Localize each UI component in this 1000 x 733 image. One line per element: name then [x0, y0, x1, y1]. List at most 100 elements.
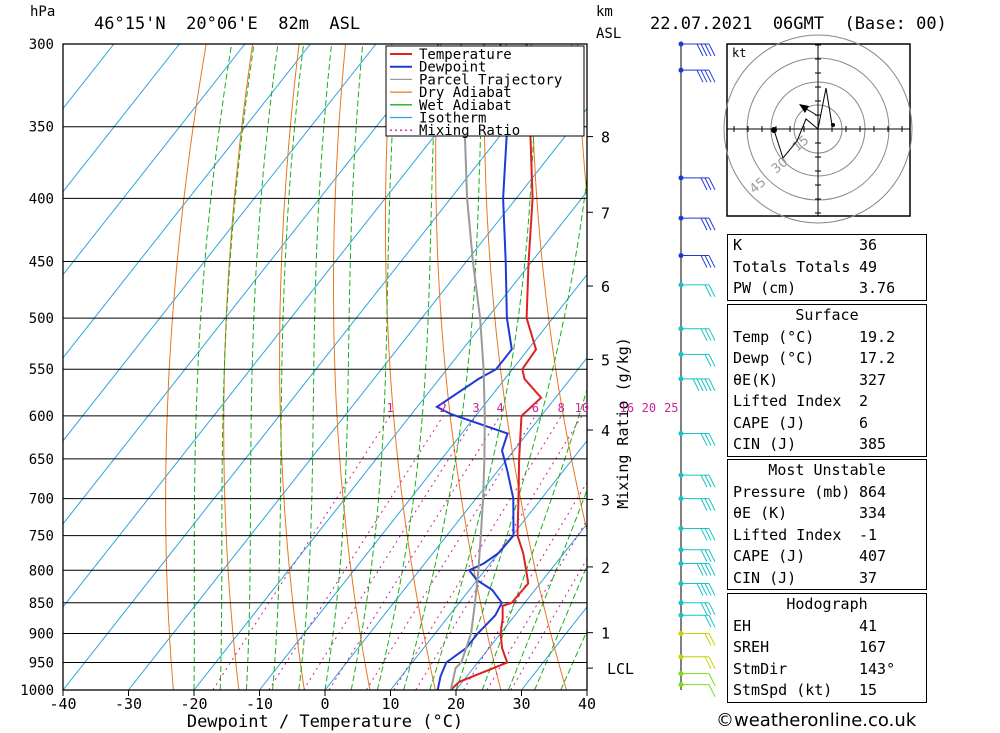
km-tick-label: 8 [601, 129, 610, 147]
wind-barb [681, 632, 716, 646]
wind-barb-feather [708, 474, 716, 488]
hodograph-stats-row: SREH 167 [728, 637, 926, 659]
index-row-totals: Totals Totals 49 [733, 257, 878, 276]
pressure-tick-label: 450 [29, 255, 54, 271]
lcl-label: LCL [607, 660, 634, 678]
wind-barb-feather [708, 583, 716, 596]
wind-barb [681, 353, 716, 367]
hodograph-stats-table: Hodograph EH 41 SREH 167 StmDir 143° StmSpd (k… [727, 593, 927, 703]
wind-barb-feather [708, 433, 716, 446]
pressure-tick-label: 600 [29, 409, 54, 425]
mixing-ratio-label: 4 [497, 401, 504, 415]
wind-barb-feather [708, 528, 716, 541]
isotherm-line [63, 44, 377, 442]
isotherm-line [324, 356, 587, 690]
wind-barb-feather [700, 474, 708, 488]
wind-barb [681, 563, 716, 576]
isotherm-line [193, 190, 587, 690]
most-unstable-row-label: Pressure (mb) [733, 482, 851, 501]
wind-barb-feather [708, 656, 716, 670]
isotherm-line [63, 44, 573, 690]
wind-barb-feather [700, 583, 708, 596]
wind-barb [681, 474, 716, 488]
isotherm-line [455, 523, 587, 690]
wind-barb-feather [708, 43, 716, 57]
pressure-tick-label: 900 [29, 626, 54, 642]
surface-row-label: Lifted Index [733, 392, 842, 410]
wind-barb-feather [704, 43, 712, 57]
wind-barb [681, 527, 716, 541]
wind-barb [681, 656, 716, 670]
km-tick-label: 3 [601, 491, 610, 509]
most-unstable-row: Pressure (mb) 864 [728, 482, 926, 504]
isotherm-line [63, 44, 180, 193]
wind-barb-feather [700, 328, 708, 341]
hodograph-stats-row: StmSpd (kt) 15 [728, 680, 926, 702]
wind-barb-feather [708, 633, 716, 646]
temperature-tick-label: 40 [578, 695, 596, 713]
temperature-tick-label: -40 [49, 695, 76, 713]
isobar-lines [63, 43, 587, 691]
mixing-ratio-line [510, 558, 587, 690]
temperature-tick-label: -10 [246, 695, 273, 713]
wind-barb-feather [704, 69, 712, 83]
wind-barb [681, 433, 716, 446]
wind-barb [681, 284, 716, 298]
profile-parcel-trajectory [449, 44, 486, 690]
plot-frame [62, 43, 588, 691]
legend-entry: Parcel Trajectory [419, 72, 562, 88]
datetime-title: 22.07.2021 06GMT (Base: 00) [650, 14, 947, 34]
mixing-ratio-label: 3 [472, 401, 479, 415]
wind-barb-feather [708, 69, 716, 83]
pressure-tick-label: 650 [29, 452, 54, 468]
wind-barb [681, 177, 716, 191]
most-unstable-row: CAPE (J) 407 [728, 546, 926, 568]
wind-barb-feather [708, 615, 716, 628]
wind-barb-feather [700, 43, 708, 57]
surface-row-label: Dewp (°C) [733, 349, 815, 367]
surface-row: Dewp (°C) 17.2 [728, 348, 926, 370]
hodograph-stats-row-label: EH [733, 616, 752, 635]
temperature-tick-label: 0 [320, 695, 329, 713]
wind-barb-feather [708, 602, 716, 616]
wind-barb-feather [708, 217, 716, 231]
mixing-ratio-label: 1 [387, 401, 394, 415]
wind-barb-feather [704, 656, 712, 670]
most-unstable-row: Lifted Index -1 [728, 525, 926, 547]
surface-row: CIN (J) 385 [728, 434, 926, 456]
km-tick-label: 2 [601, 559, 610, 577]
pressure-tick-label: 1000 [20, 683, 54, 699]
mixing-ratio-label: 10 [575, 401, 589, 415]
wind-barb-feather [704, 615, 712, 628]
dry-adiabat-line [165, 44, 207, 690]
wind-barb [681, 614, 716, 628]
surface-row: Temp (°C) 19.2 [728, 327, 926, 349]
wet-adiabat-line [455, 173, 587, 690]
index-row-k: K 36 [733, 236, 878, 254]
wind-barb-feather [704, 433, 712, 446]
copyright-notice: ©weatheronline.co.uk [716, 710, 917, 731]
wind-barb-feather [704, 378, 712, 392]
surface-row-label: Temp (°C) [733, 327, 815, 346]
hodograph-stats-row-label: SREH [733, 638, 770, 656]
index-row-pw: PW (cm) 3.76 [733, 279, 896, 297]
mixing-ratio-line [365, 415, 536, 690]
wind-barb-feather [696, 69, 704, 83]
pressure-tick-label: 350 [29, 120, 54, 136]
wind-barb-feather [696, 43, 704, 57]
km-unit-label: km [596, 4, 613, 20]
surface-row-value: 17.2 [859, 349, 896, 367]
wind-barb-feather [704, 602, 712, 616]
wind-barb-feather [704, 633, 712, 646]
wind-barb-feather [704, 177, 712, 191]
wind-barb [681, 217, 716, 231]
most-unstable-title: Most Unstable [768, 461, 886, 479]
most-unstable-row-label: θE (K) [733, 504, 788, 522]
wind-barb-feather [700, 602, 708, 616]
wind-barb-feather [708, 177, 716, 191]
isotherm-line [63, 44, 311, 359]
wind-barb [681, 43, 716, 57]
wind-barb-feather [700, 549, 708, 562]
